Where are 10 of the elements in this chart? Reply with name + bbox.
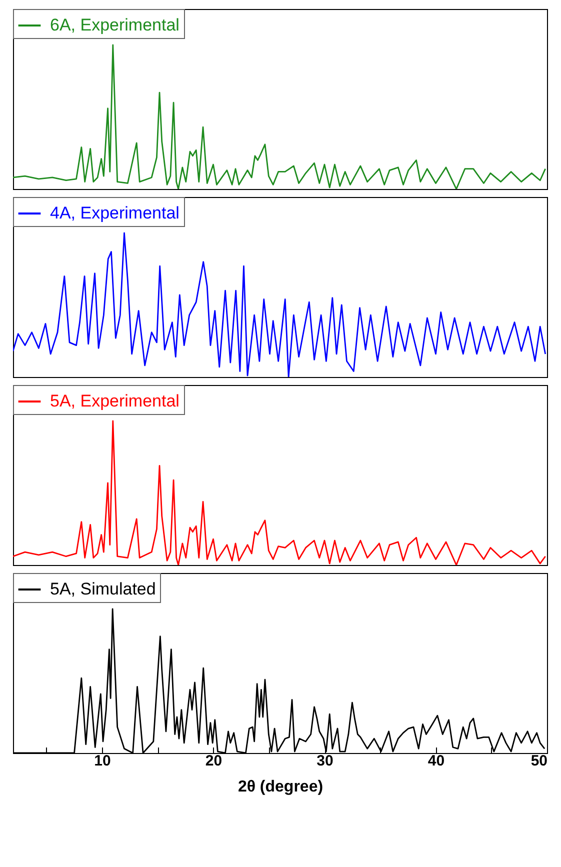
x-tick-label: 50 [530, 752, 548, 770]
legend-label: 4A, Experimental [50, 204, 180, 222]
legend-label: 5A, Simulated [50, 580, 156, 598]
x-tick-label: 40 [428, 752, 445, 770]
legend-label: 5A, Experimental [50, 392, 180, 410]
legend-label: 6A, Experimental [50, 16, 180, 34]
x-tick-label: 10 [94, 752, 111, 770]
x-axis-title: 2θ (degree) [238, 778, 324, 796]
x-tick-label: 20 [205, 752, 222, 770]
x-tick-label: 30 [316, 752, 334, 770]
